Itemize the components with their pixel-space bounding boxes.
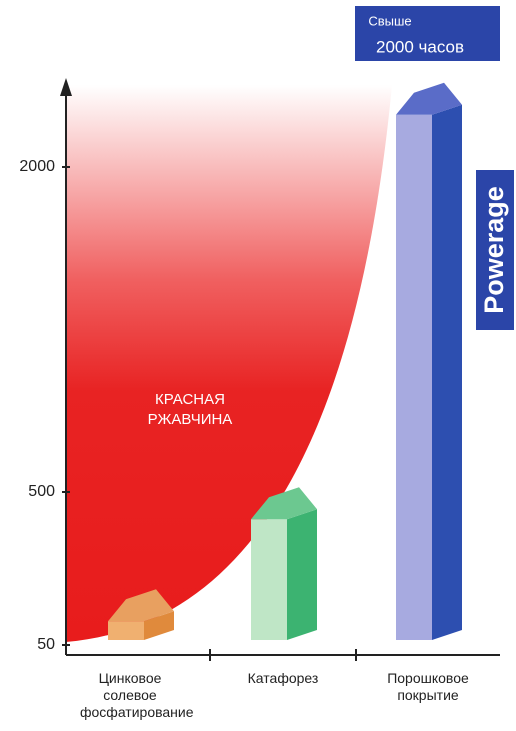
bar xyxy=(396,115,432,640)
chart: КРАСНАЯРЖАВЧИНА Свыше 2000 часов Powerag… xyxy=(0,0,516,731)
y-tick-label: 50 xyxy=(37,636,55,653)
rust-area xyxy=(66,85,392,642)
logo: Powerage xyxy=(479,186,509,314)
callout-main: 2000 часов xyxy=(376,37,464,56)
bar-side xyxy=(287,509,317,640)
x-tick-label: Порошковое покрытие xyxy=(368,670,488,704)
y-tick-label: 2000 xyxy=(19,158,55,175)
x-tick-label: Катафорез xyxy=(223,670,343,687)
bar-side xyxy=(432,105,462,640)
bar xyxy=(108,621,144,640)
page: КРАСНАЯРЖАВЧИНА Свыше 2000 часов Powerag… xyxy=(0,0,516,731)
callout-small: Свыше xyxy=(368,13,411,28)
bar xyxy=(251,519,287,640)
y-tick-label: 500 xyxy=(28,483,55,500)
x-tick-label: Цинковое солевое фосфатирование xyxy=(70,670,190,721)
